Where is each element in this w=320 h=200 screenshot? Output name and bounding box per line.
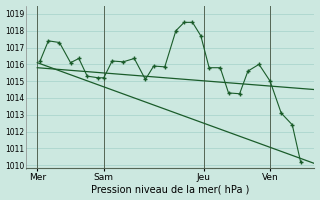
X-axis label: Pression niveau de la mer( hPa ): Pression niveau de la mer( hPa ) xyxy=(91,184,250,194)
